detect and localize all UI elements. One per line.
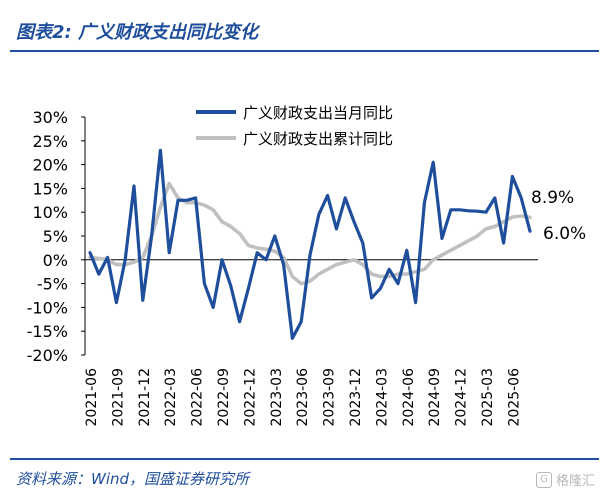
y-tick-label: 25% xyxy=(32,132,68,151)
y-tick-label: -20% xyxy=(27,346,68,365)
y-tick-label: -10% xyxy=(27,298,68,317)
x-tick-label: 2022-06 xyxy=(190,368,206,427)
x-tick-label: 2022-09 xyxy=(216,368,232,427)
x-tick-label: 2023-03 xyxy=(269,368,285,427)
title-rule xyxy=(10,50,599,52)
y-tick-label: -5% xyxy=(37,275,68,294)
x-tick-label: 2024-06 xyxy=(401,368,417,427)
source-note: 资料来源：Wind，国盛证券研究所 xyxy=(16,470,250,488)
axes xyxy=(81,116,538,356)
y-tick-label: 5% xyxy=(43,227,68,246)
watermark-text: 格隆汇 xyxy=(555,474,595,489)
x-tick-label: 2023-12 xyxy=(348,368,364,427)
x-tick-label: 2024-12 xyxy=(454,368,470,427)
x-tick-label: 2025-03 xyxy=(480,368,496,427)
y-tick-label: 20% xyxy=(32,156,68,175)
y-tick-label: 0% xyxy=(43,251,68,270)
legend-label: 广义财政支出累计同比 xyxy=(243,130,393,148)
x-tick-label: 2021-12 xyxy=(137,368,153,427)
footer-rule xyxy=(10,458,599,460)
series-monthly-line xyxy=(88,148,532,340)
x-tick-label: 2025-06 xyxy=(506,368,522,427)
series-lines xyxy=(88,148,532,340)
x-tick-label: 2021-06 xyxy=(84,368,100,427)
y-tick-label: 10% xyxy=(32,203,68,222)
x-tick-label: 2024-03 xyxy=(374,368,390,427)
watermark: G 格隆汇 xyxy=(535,470,595,489)
x-tick-label: 2022-12 xyxy=(242,368,258,427)
end-value-label: 6.0% xyxy=(543,224,586,244)
legend-label: 广义财政支出当月同比 xyxy=(243,104,393,122)
x-axis-labels: 2021-06 2021-09 2021-12 2022-03 2022-06 2022-… xyxy=(84,368,522,427)
y-tick-label: 30% xyxy=(32,108,68,127)
y-axis-labels: 30% 25% 20% 15% 10% 5% 0% -5% -10% -15% -20% xyxy=(27,108,68,365)
y-tick-label: -15% xyxy=(27,322,68,341)
end-labels: 8.9% 6.0% xyxy=(531,188,586,244)
figure-title: 图表2: 广义财政支出同比变化 xyxy=(16,22,258,43)
x-tick-label: 2021-09 xyxy=(110,368,126,427)
y-tick-label: 15% xyxy=(32,179,68,198)
x-tick-label: 2022-03 xyxy=(163,368,179,427)
end-value-label: 8.9% xyxy=(531,188,574,208)
x-tick-label: 2023-06 xyxy=(295,368,311,427)
x-tick-label: 2023-09 xyxy=(322,368,338,427)
watermark-logo-icon: G xyxy=(535,471,552,488)
x-tick-label: 2024-09 xyxy=(427,368,443,427)
